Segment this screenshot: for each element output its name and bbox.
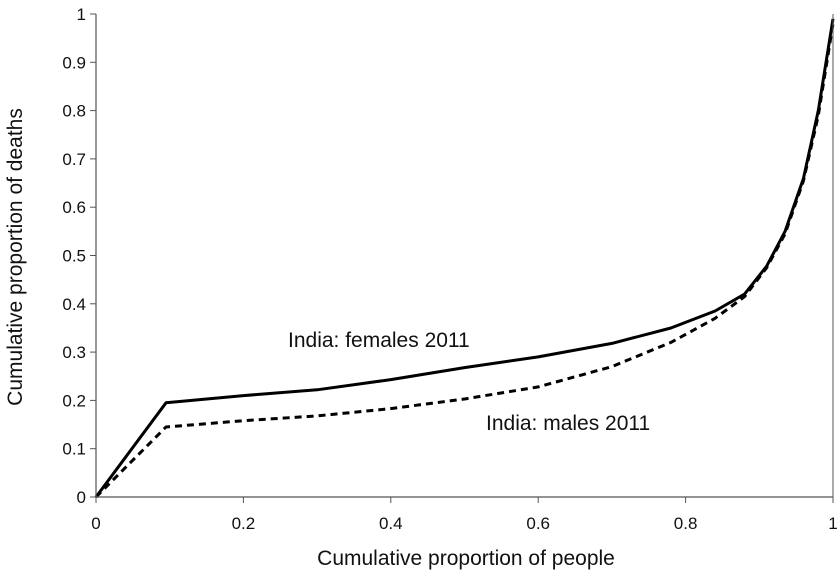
axes-layer <box>95 14 834 498</box>
y-tick-label: 0.8 <box>62 102 86 121</box>
y-tick-label: 0.4 <box>62 295 86 314</box>
x-tick-label: 0 <box>91 514 100 533</box>
series-line-males <box>94 23 835 499</box>
y-tick-label: 0.1 <box>62 440 86 459</box>
x-tick-label: 0.8 <box>674 514 698 533</box>
y-tick-label: 0.6 <box>62 198 86 217</box>
y-tick-label: 0 <box>77 488 86 507</box>
x-tick-label: 1 <box>828 514 837 533</box>
x-axis-title: Cumulative proportion of people <box>317 547 615 570</box>
y-tick-label: 0.7 <box>62 150 86 169</box>
series-label-males: India: males 2011 <box>486 412 650 435</box>
x-tick-label: 0.6 <box>526 514 550 533</box>
series-label-females: India: females 2011 <box>288 329 470 352</box>
x-tick-label: 0.4 <box>379 514 403 533</box>
series-layer <box>94 18 835 499</box>
y-axis-title: Cumulative proportion of deaths <box>4 108 27 406</box>
y-tick-label: 0.2 <box>62 391 86 410</box>
x-tick-label: 0.2 <box>232 514 256 533</box>
series-line-females <box>94 18 835 498</box>
y-tick-label: 0.9 <box>62 53 86 72</box>
y-tick-label: 1 <box>77 5 86 24</box>
y-axis-ticks: 0 0.1 0.2 0.3 0.4 0.5 0.6 0.7 0.8 0.9 1 <box>62 5 96 507</box>
x-axis-ticks: 0 0.2 0.4 0.6 0.8 1 <box>91 497 837 533</box>
y-tick-label: 0.3 <box>62 343 86 362</box>
y-tick-label: 0.5 <box>62 247 86 266</box>
